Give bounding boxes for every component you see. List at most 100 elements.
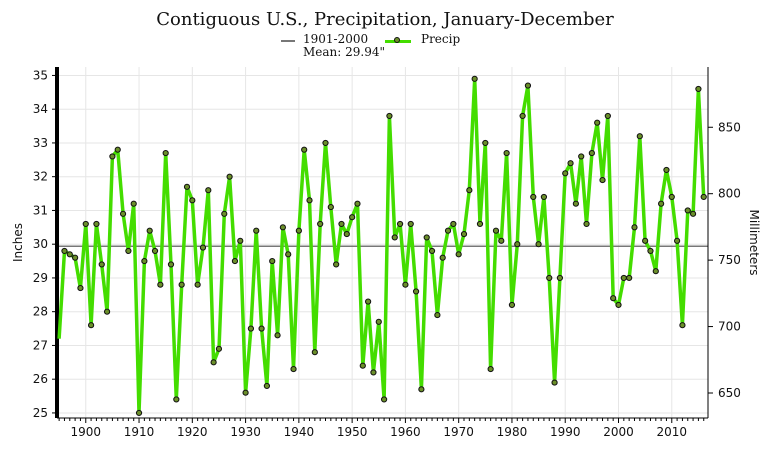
- data-point-2005: [642, 237, 649, 244]
- data-point-1938: [285, 251, 292, 258]
- data-point-1950: [349, 214, 356, 221]
- data-point-1932: [253, 227, 260, 234]
- data-point-1936: [274, 332, 281, 339]
- data-point-1970: [455, 251, 462, 258]
- axis-labels: 25 26 27 28 29 30 31 32 33 34 35 1900 1910 1920 1930 19…: [11, 68, 761, 439]
- data-point-1912: [146, 227, 153, 234]
- tick-label-left-26: 26: [33, 372, 48, 386]
- data-point-1928: [231, 257, 239, 265]
- data-point-2009: [663, 166, 670, 174]
- data-point-1992: [572, 200, 579, 207]
- data-point-1983: [524, 82, 532, 89]
- data-point-1940: [295, 227, 302, 234]
- data-point-1998: [604, 112, 611, 120]
- data-point-1902: [93, 220, 100, 228]
- tick-label-left-30: 30: [33, 237, 48, 251]
- data-point-2014: [689, 210, 697, 217]
- data-point-1982: [519, 112, 526, 120]
- tick-label-x-1970: 1970: [443, 425, 474, 439]
- data-point-2002: [626, 274, 633, 282]
- data-point-1977: [492, 227, 500, 234]
- data-point-1944: [317, 220, 324, 228]
- data-point-1955: [375, 318, 382, 325]
- y-axis-title-left: Inches: [11, 223, 25, 262]
- data-point-1978: [498, 237, 505, 244]
- data-point-1914: [157, 281, 164, 288]
- data-point-2010: [668, 193, 675, 201]
- data-point-1921: [194, 281, 201, 288]
- data-point-1917: [173, 396, 180, 403]
- tick-label-x-1950: 1950: [337, 425, 368, 439]
- data-point-1960: [402, 281, 409, 288]
- data-point-1980: [508, 301, 516, 309]
- data-point-1995: [588, 149, 595, 157]
- data-point-1931: [247, 325, 255, 332]
- tick-label-x-1910: 1910: [124, 425, 155, 439]
- data-point-1898: [72, 254, 79, 261]
- tick-label-right-800: 800: [718, 187, 741, 201]
- data-point-1993: [578, 153, 585, 160]
- legend-label-precip: Precip: [421, 32, 461, 46]
- data-point-1941: [301, 146, 308, 153]
- tick-label-x-1980: 1980: [497, 425, 528, 439]
- data-point-1934: [263, 382, 270, 390]
- tick-label-left-27: 27: [33, 338, 48, 352]
- data-point-1987: [546, 274, 553, 282]
- data-point-1958: [391, 234, 398, 241]
- data-point-1909: [130, 200, 137, 207]
- data-point-2016: [700, 193, 707, 201]
- tick-label-right-700: 700: [718, 320, 741, 334]
- data-point-1967: [439, 254, 446, 261]
- data-point-1999: [610, 295, 617, 302]
- chart-title: Contiguous U.S., Precipitation, January-…: [156, 9, 614, 30]
- tick-label-left-29: 29: [33, 271, 48, 285]
- data-point-1905: [109, 153, 116, 160]
- tick-label-left-34: 34: [33, 102, 48, 116]
- data-point-1910: [135, 409, 143, 417]
- data-point-1951: [354, 200, 361, 207]
- data-point-1973: [471, 75, 478, 82]
- data-point-1974: [476, 220, 484, 228]
- tick-label-left-25: 25: [33, 406, 48, 420]
- data-point-1962: [412, 288, 420, 295]
- data-point-1966: [434, 311, 441, 319]
- data-point-1933: [258, 325, 265, 332]
- data-point-1953: [365, 298, 372, 305]
- data-point-2000: [615, 301, 622, 309]
- data-point-2004: [636, 133, 643, 140]
- data-point-1903: [98, 261, 105, 268]
- data-point-1904: [103, 308, 111, 315]
- data-point-1924: [210, 359, 217, 366]
- data-point-1997: [599, 176, 606, 184]
- data-point-1899: [77, 284, 84, 292]
- data-point-1947: [333, 261, 340, 268]
- data-point-1981: [514, 241, 521, 248]
- data-point-1926: [221, 210, 228, 217]
- data-point-1948: [338, 220, 345, 228]
- y-axis-title-right: Millimeters: [747, 209, 761, 275]
- data-point-1918: [178, 281, 185, 288]
- data-point-1923: [205, 187, 212, 194]
- data-point-1968: [444, 227, 452, 234]
- data-point-1957: [386, 112, 393, 120]
- data-point-1915: [162, 149, 169, 157]
- data-point-1925: [215, 345, 223, 352]
- data-point-1897: [66, 251, 73, 258]
- data-point-1965: [428, 247, 436, 255]
- data-point-1916: [167, 261, 175, 268]
- data-point-2006: [647, 247, 654, 255]
- data-point-1939: [290, 365, 297, 373]
- data-point-2012: [679, 322, 686, 329]
- data-point-1996: [594, 119, 601, 126]
- data-point-1908: [125, 247, 132, 255]
- data-point-1990: [562, 170, 569, 177]
- legend-marker-precip: [394, 37, 400, 43]
- data-point-1959: [396, 220, 404, 228]
- tick-label-left-28: 28: [33, 305, 48, 319]
- data-point-1900: [82, 220, 89, 228]
- data-point-2001: [620, 274, 627, 282]
- series-precip: [57, 75, 707, 417]
- data-point-1937: [279, 224, 286, 231]
- tick-label-right-650: 650: [718, 386, 741, 400]
